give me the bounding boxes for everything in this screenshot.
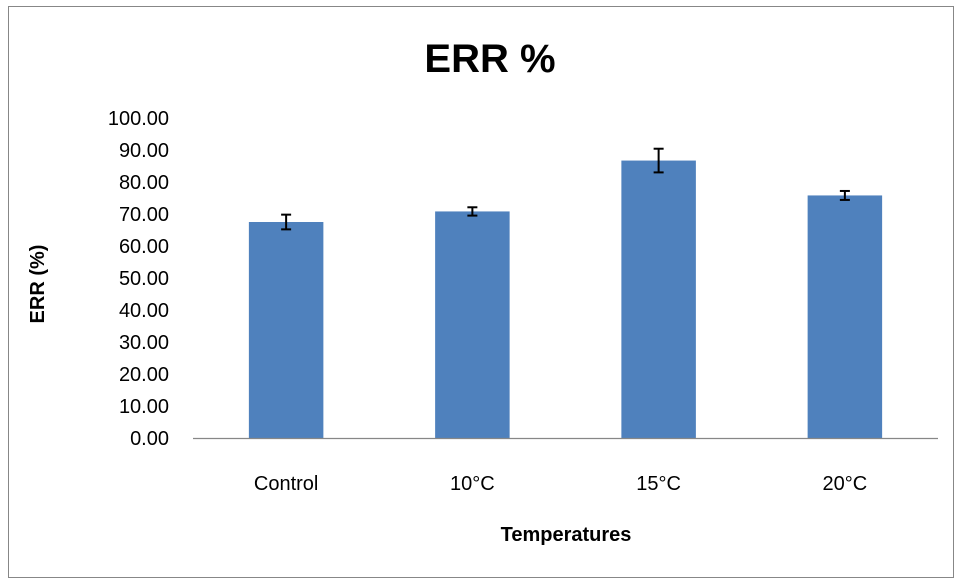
y-tick-label: 20.00 [119,364,169,386]
bars [248,160,883,438]
chart-title: ERR % [424,37,555,81]
x-category-label: 20°C [823,473,868,495]
x-axis-category-labels: Control 10°C 15°C 20°C [254,473,867,495]
bar [248,222,324,438]
x-axis-title: Temperatures [501,524,632,546]
x-category-label: 10°C [450,473,495,495]
y-tick-label: 100.00 [108,108,169,130]
y-tick-label: 70.00 [119,204,169,226]
y-axis-title: ERR (%) [27,245,49,324]
error-bars [281,147,850,231]
y-tick-label: 0.00 [130,428,169,450]
y-axis-ticks: 0.00 10.00 20.00 30.00 40.00 50.00 60.00 70.00 8… [108,108,169,450]
bar [807,195,883,438]
y-tick-label: 10.00 [119,396,169,418]
y-tick-label: 80.00 [119,172,169,194]
x-category-label: 15°C [636,473,681,495]
x-category-label: Control [254,473,318,495]
bar [621,160,696,438]
y-tick-label: 40.00 [119,300,169,322]
bar [435,211,510,438]
y-tick-label: 30.00 [119,332,169,354]
y-tick-label: 90.00 [119,140,169,162]
y-tick-label: 50.00 [119,268,169,290]
y-tick-label: 60.00 [119,236,169,258]
